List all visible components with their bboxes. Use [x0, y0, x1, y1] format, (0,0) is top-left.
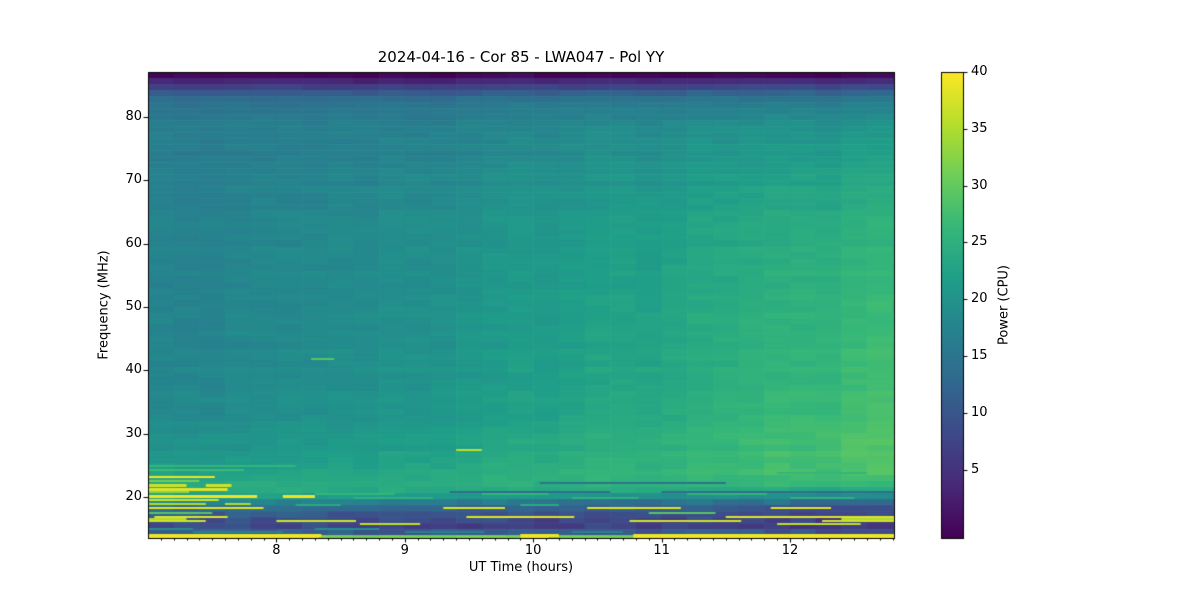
cbar-tick-label: 35: [971, 120, 988, 136]
cbar-tick-label: 10: [971, 404, 988, 420]
y-tick-label: 80: [125, 108, 142, 124]
plot-title: 2024-04-16 - Cor 85 - LWA047 - Pol YY: [377, 48, 665, 66]
x-axis-label: UT Time (hours): [468, 560, 574, 575]
cbar-tick-label: 30: [971, 177, 988, 193]
y-axis-label: Frequency (MHz): [96, 250, 112, 360]
y-tick-label: 70: [125, 172, 142, 188]
x-tick-label: 8: [272, 543, 281, 558]
cbar-tick-label: 25: [971, 234, 988, 250]
y-tick-label: 30: [125, 425, 142, 441]
cbar-tick-label: 5: [971, 461, 980, 477]
y-tick-label: 40: [125, 362, 142, 378]
cbar-tick-label: 15: [971, 348, 988, 364]
x-tick-label: 11: [653, 543, 670, 558]
cbar-tick-label: 40: [971, 64, 988, 79]
y-tick-label: 20: [125, 488, 142, 504]
y-tick-label: 50: [125, 298, 142, 314]
x-tick-label: 10: [524, 543, 542, 558]
cbar-tick-label: 20: [971, 291, 988, 307]
x-tick-label: 9: [400, 543, 409, 558]
y-tick-label: 60: [125, 235, 142, 251]
colorbar-label: Power (CPU): [996, 264, 1012, 346]
x-tick-label: 12: [781, 543, 799, 558]
